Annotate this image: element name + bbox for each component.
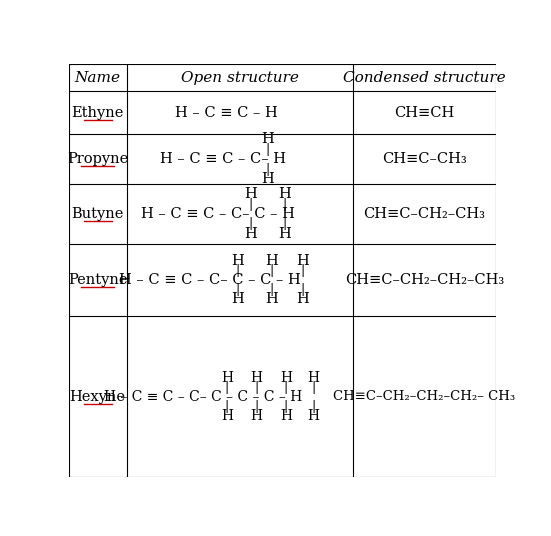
Text: H: H [244, 187, 257, 201]
Text: H: H [251, 370, 263, 384]
Text: H – C ≡ C – C– C – H: H – C ≡ C – C– C – H [142, 207, 295, 221]
Text: |: | [266, 143, 269, 156]
Text: H – C ≡ C – C– H: H – C ≡ C – C– H [160, 152, 285, 166]
Text: H – C ≡ C – C– C – C – H: H – C ≡ C – C– C – C – H [119, 273, 301, 287]
Text: H: H [296, 254, 309, 267]
Text: CH≡CH: CH≡CH [395, 106, 455, 120]
Text: |: | [235, 284, 240, 296]
Text: H: H [231, 292, 244, 307]
Text: CH≡C–CH₂–CH₃: CH≡C–CH₂–CH₃ [363, 207, 485, 221]
Text: H: H [265, 254, 278, 267]
Text: Name: Name [75, 71, 121, 85]
Text: H: H [221, 370, 233, 384]
Text: H: H [278, 187, 291, 201]
Text: |: | [235, 264, 240, 277]
Text: |: | [283, 217, 287, 230]
Text: H: H [280, 408, 292, 422]
Text: |: | [284, 381, 288, 393]
Text: H: H [261, 172, 274, 186]
Text: H – C ≡ C – C– C – C – C – H: H – C ≡ C – C– C – C – C – H [104, 390, 302, 404]
Text: |: | [249, 217, 252, 230]
Text: |: | [249, 198, 252, 211]
Text: H – C ≡ C – H: H – C ≡ C – H [176, 106, 278, 120]
Text: CH≡C–CH₃: CH≡C–CH₃ [382, 152, 467, 166]
Text: |: | [301, 284, 305, 296]
Text: H: H [280, 370, 292, 384]
Text: Propyne: Propyne [67, 152, 128, 166]
Text: H: H [221, 408, 233, 422]
Text: |: | [311, 399, 316, 413]
Text: |: | [283, 198, 287, 211]
Text: H: H [251, 408, 263, 422]
Text: |: | [301, 264, 305, 277]
Text: |: | [311, 381, 316, 393]
Text: |: | [269, 284, 273, 296]
Text: H: H [296, 292, 309, 307]
Text: |: | [266, 162, 269, 176]
Text: CH≡C–CH₂–CH₂–CH₃: CH≡C–CH₂–CH₂–CH₃ [345, 273, 504, 287]
Text: CH≡C–CH₂–CH₂–CH₂– CH₃: CH≡C–CH₂–CH₂–CH₂– CH₃ [333, 390, 515, 403]
Text: Ethyne: Ethyne [72, 106, 124, 120]
Text: H: H [307, 370, 320, 384]
Text: Pentyne: Pentyne [68, 273, 127, 287]
Text: H: H [231, 254, 244, 267]
Text: H: H [265, 292, 278, 307]
Text: H: H [261, 132, 274, 146]
Text: Condensed structure: Condensed structure [343, 71, 506, 85]
Text: Open structure: Open structure [181, 71, 299, 85]
Text: |: | [269, 264, 273, 277]
Text: Butyne: Butyne [72, 207, 124, 221]
Text: |: | [225, 399, 229, 413]
Text: |: | [255, 399, 259, 413]
Text: Hexyne: Hexyne [69, 390, 126, 404]
Text: H: H [244, 227, 257, 241]
Text: H: H [278, 227, 291, 241]
Text: H: H [307, 408, 320, 422]
Text: |: | [284, 399, 288, 413]
Text: |: | [225, 381, 229, 393]
Text: |: | [255, 381, 259, 393]
